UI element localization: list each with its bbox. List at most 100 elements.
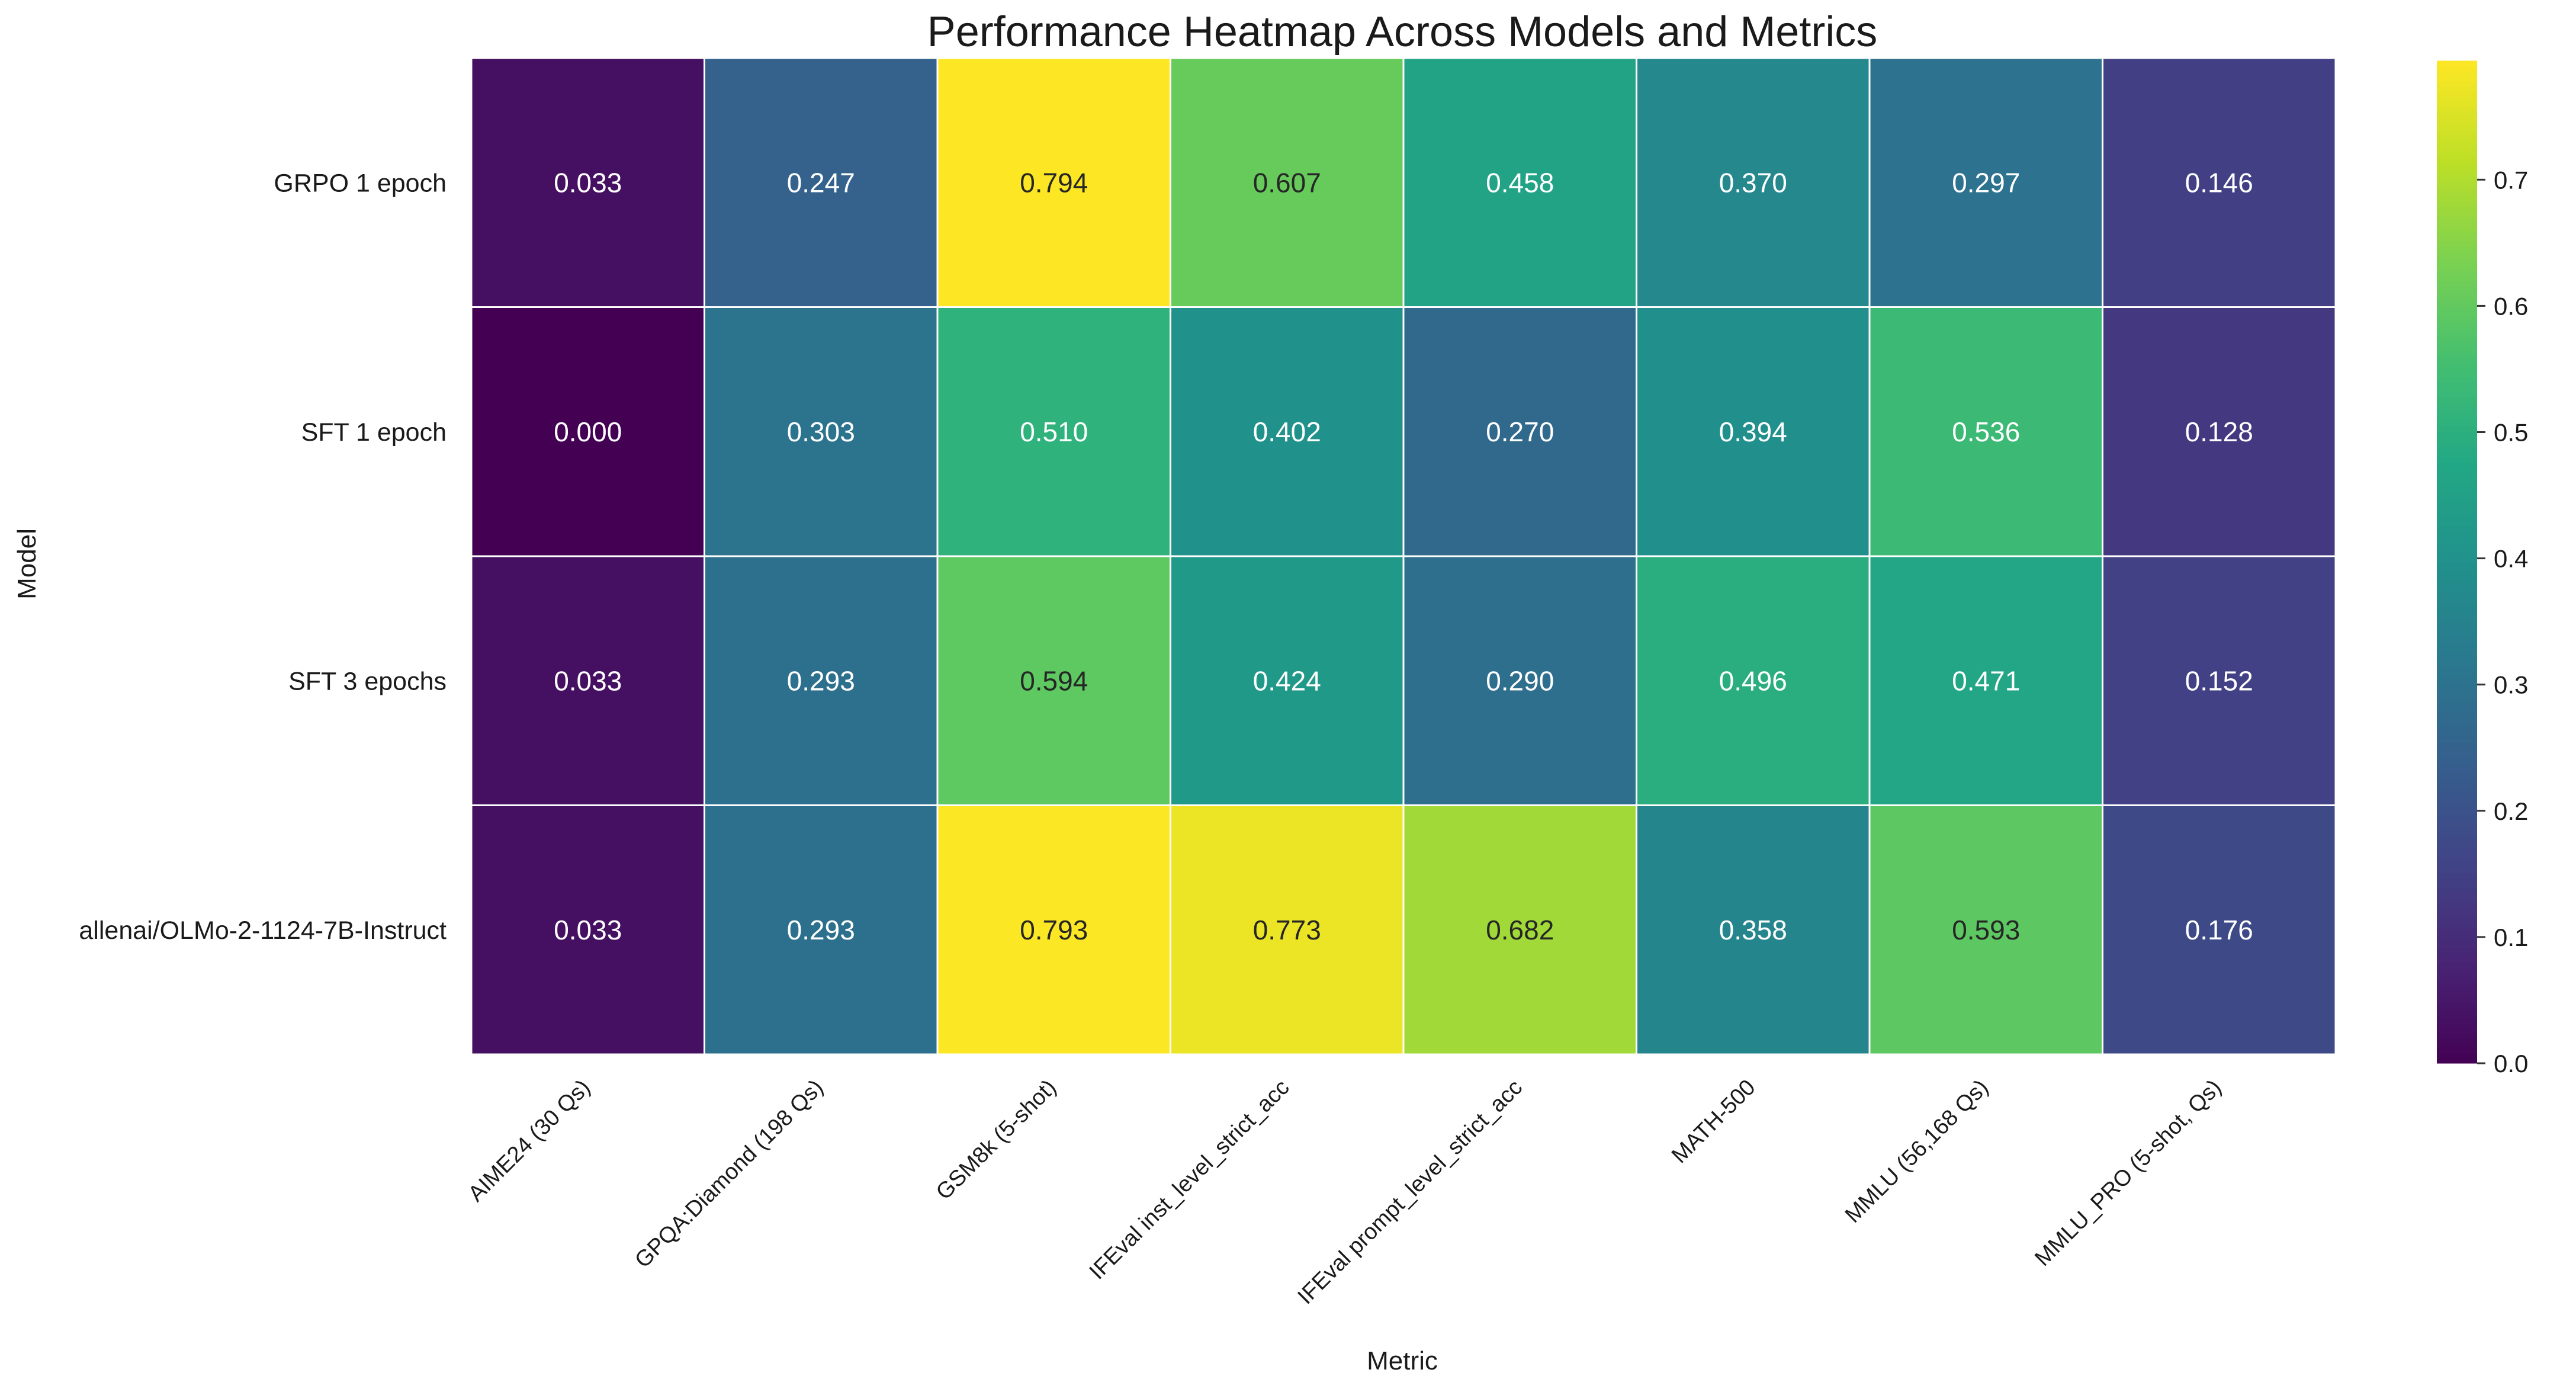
colorbar-segment <box>2437 130 2477 137</box>
colorbar-segment <box>2437 892 2477 899</box>
colorbar-segment <box>2437 627 2477 633</box>
colorbar-segment <box>2437 166 2477 172</box>
heatmap-cell <box>470 804 705 1056</box>
colorbar-segment <box>2437 1008 2477 1013</box>
row-tick-labels: GRPO 1 epoch SFT 1 epoch SFT 3 epochs allen… <box>79 169 447 945</box>
colorbar-segment <box>2437 501 2477 508</box>
colorbar-segment <box>2437 757 2477 763</box>
heatmap-cell <box>936 804 1171 1056</box>
colorbar-segment <box>2437 832 2477 838</box>
colorbar-segment <box>2437 356 2477 363</box>
colorbar-segment <box>2437 617 2477 623</box>
colorbar-segment <box>2437 993 2477 999</box>
colorbar-segment <box>2437 406 2477 412</box>
colorbar-segment <box>2437 837 2477 843</box>
colorbar-segment <box>2437 847 2477 854</box>
colorbar-segment <box>2437 782 2477 788</box>
cell-value-label: 0.128 <box>2185 416 2253 447</box>
cell-value-label: 0.594 <box>1020 665 1088 696</box>
colorbar-segment <box>2437 421 2477 428</box>
colorbar-segment <box>2437 311 2477 317</box>
heatmap-cell <box>704 57 939 308</box>
colorbar-segment <box>2437 631 2477 638</box>
colorbar-segment <box>2437 582 2477 588</box>
colorbar-tick-label: 0.5 <box>2494 419 2528 447</box>
colorbar-segment <box>2437 967 2477 974</box>
colorbar-segment <box>2437 216 2477 222</box>
colorbar-segment <box>2437 657 2477 663</box>
colorbar-segment <box>2437 486 2477 493</box>
colorbar-segment <box>2437 752 2477 758</box>
colorbar-segment <box>2437 882 2477 889</box>
colorbar-segment <box>2437 987 2477 994</box>
colorbar-segment <box>2437 717 2477 723</box>
chart-title: Performance Heatmap Across Models and Me… <box>927 8 1878 56</box>
colorbar-segment <box>2437 622 2477 628</box>
colorbar-segment <box>2437 251 2477 257</box>
colorbar-segment <box>2437 932 2477 938</box>
colorbar-segment <box>2437 331 2477 337</box>
colorbar-segment <box>2437 171 2477 177</box>
heatmap-cell <box>1868 804 2103 1056</box>
colorbar-segment <box>2437 576 2477 583</box>
colorbar-segment <box>2437 687 2477 693</box>
colorbar-segment <box>2437 877 2477 883</box>
colorbar-segment <box>2437 366 2477 373</box>
colorbar-segment <box>2437 817 2477 823</box>
colorbar-segment <box>2437 241 2477 247</box>
colorbar-segment <box>2437 918 2477 923</box>
colorbar-segment <box>2437 767 2477 773</box>
colorbar-segment <box>2437 963 2477 968</box>
colorbar-segment <box>2437 121 2477 127</box>
colorbar-segment <box>2437 812 2477 818</box>
heatmap-cell <box>936 57 1171 308</box>
row-tick-label: allenai/OLMo-2-1124-7B-Instruct <box>79 916 447 945</box>
colorbar-segment <box>2437 531 2477 538</box>
cell-value-label: 0.536 <box>1952 416 2020 447</box>
colorbar-segment <box>2437 1022 2477 1029</box>
cell-value-label: 0.152 <box>2185 665 2253 696</box>
colorbar-segment <box>2437 938 2477 944</box>
colorbar-segment <box>2437 521 2477 528</box>
colorbar-tick-label: 0.0 <box>2494 1050 2528 1077</box>
column-tick-label: MMLU (56,168 Qs) <box>1841 1075 1993 1228</box>
colorbar-segment <box>2437 441 2477 447</box>
colorbar-segment <box>2437 862 2477 868</box>
heatmap-cell <box>1170 804 1405 1056</box>
colorbar-segment <box>2437 201 2477 207</box>
colorbar-segment <box>2437 827 2477 833</box>
colorbar-segment <box>2437 105 2477 112</box>
colorbar-segment <box>2437 226 2477 232</box>
colorbar-segment <box>2437 306 2477 312</box>
colorbar-segment <box>2437 1038 2477 1044</box>
colorbar-segment <box>2437 482 2477 487</box>
colorbar-segment <box>2437 527 2477 533</box>
colorbar-segment <box>2437 301 2477 307</box>
colorbar-segment <box>2437 732 2477 738</box>
colorbar-segment <box>2437 1012 2477 1019</box>
colorbar-segment <box>2437 181 2477 187</box>
colorbar-segment <box>2437 977 2477 984</box>
cell-value-label: 0.682 <box>1486 915 1554 945</box>
colorbar-segment <box>2437 146 2477 152</box>
cell-value-label: 0.176 <box>2185 915 2253 945</box>
heatmap-cell <box>2102 57 2337 308</box>
colorbar-segment <box>2437 642 2477 648</box>
row-tick-label: GRPO 1 epoch <box>274 169 447 197</box>
heatmap-cell <box>2102 306 2337 557</box>
colorbar-tick-label: 0.7 <box>2494 166 2528 194</box>
colorbar-segment <box>2437 712 2477 718</box>
colorbar-segment <box>2437 797 2477 803</box>
colorbar-segment <box>2437 437 2477 442</box>
colorbar-tick-label: 0.2 <box>2494 797 2528 825</box>
cell-value-label: 0.458 <box>1486 167 1554 198</box>
colorbar-segment <box>2437 381 2477 387</box>
colorbar-segment <box>2437 1058 2477 1064</box>
cell-value-label: 0.773 <box>1253 915 1321 945</box>
cell-value-label: 0.471 <box>1952 665 2020 696</box>
heatmap-cell <box>1402 804 1637 1056</box>
column-tick-label: IFEval prompt_level_strict_acc <box>1293 1075 1528 1310</box>
colorbar-segment <box>2437 176 2477 182</box>
colorbar-segment <box>2437 321 2477 327</box>
colorbar-segment <box>2437 537 2477 543</box>
